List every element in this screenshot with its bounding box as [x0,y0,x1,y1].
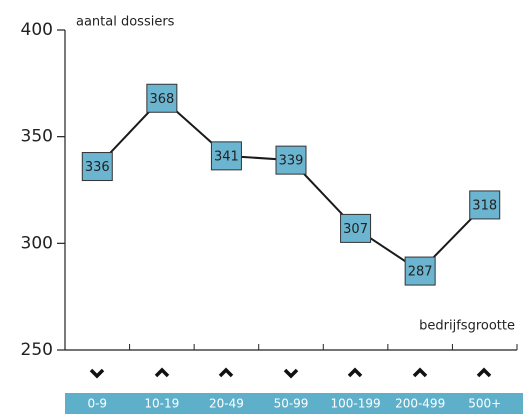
y-tick-label: 300 [21,233,53,253]
marker [210,141,242,171]
data-label: 341 [214,149,239,164]
marker [81,152,113,182]
chevron-up [218,367,234,378]
y-tick-label: 400 [21,20,53,40]
marker [275,145,307,175]
x-tick-label: 20-49 [209,397,244,411]
chevron-down [89,368,105,379]
data-label: 307 [343,222,368,237]
x-tick-label: 200-499 [395,397,445,411]
marker [340,213,372,243]
chevron-up [476,367,492,378]
x-tick-label: 0-9 [87,397,107,411]
y-tick-label: 350 [21,127,53,147]
y-tick-label: 250 [21,340,53,360]
data-label: 368 [149,92,174,107]
marker [404,256,436,286]
data-label: 318 [472,198,497,213]
x-tick-label: 10-19 [144,397,179,411]
data-label: 287 [408,265,433,280]
marker [469,190,501,220]
marker [146,83,178,113]
chevron-up [347,367,363,378]
y-axis-label: aantal dossiers [76,15,175,30]
chevron-up [412,367,428,378]
line [96,96,486,273]
category-band [65,393,523,414]
trend-icons [89,367,492,379]
x-tick-label: 50-99 [274,397,309,411]
chevron-down [283,368,299,379]
x-axis-label: bedrijfsgrootte [419,319,515,334]
data-label: 336 [85,160,110,175]
x-tick-label: 500+ [468,397,501,411]
chevron-up [154,367,170,378]
data-label: 339 [279,154,304,169]
x-tick-label: 100-199 [331,397,381,411]
